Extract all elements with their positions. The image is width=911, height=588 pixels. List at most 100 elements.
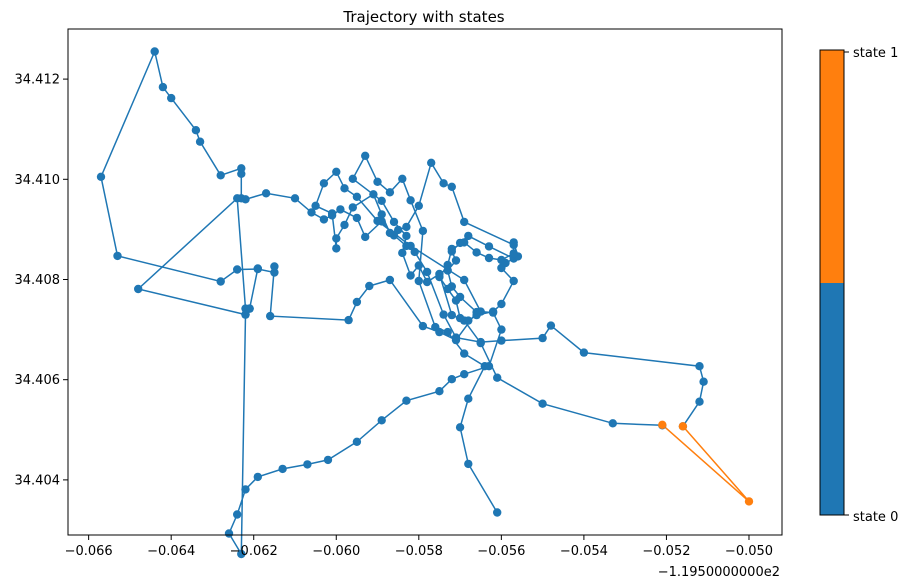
data-point bbox=[361, 232, 370, 242]
data-point bbox=[402, 231, 411, 241]
x-tick-label: −0.064 bbox=[147, 544, 195, 559]
data-point bbox=[497, 325, 506, 334]
data-point bbox=[418, 321, 428, 331]
data-point bbox=[451, 335, 461, 345]
series-line bbox=[248, 268, 259, 309]
data-point bbox=[447, 375, 456, 384]
data-point bbox=[233, 265, 242, 274]
data-point bbox=[134, 284, 143, 294]
colorbar-label-state-1: state 1 bbox=[853, 46, 898, 61]
data-point bbox=[658, 420, 667, 429]
data-point bbox=[406, 241, 415, 251]
data-point bbox=[319, 215, 329, 224]
data-point bbox=[365, 281, 374, 291]
data-point bbox=[113, 251, 122, 261]
data-point bbox=[414, 276, 423, 286]
data-point bbox=[414, 201, 423, 210]
data-point bbox=[455, 313, 465, 323]
data-point bbox=[460, 275, 469, 285]
data-point bbox=[460, 217, 469, 227]
plot-frame bbox=[67, 28, 783, 536]
data-point bbox=[472, 248, 481, 257]
data-point bbox=[373, 177, 382, 186]
x-tick-label: −0.060 bbox=[312, 544, 360, 559]
colorbar-label-state-0: state 0 bbox=[853, 510, 898, 525]
data-point bbox=[340, 184, 349, 193]
data-point bbox=[352, 297, 362, 307]
data-point bbox=[443, 327, 452, 337]
data-point bbox=[484, 253, 494, 263]
data-point bbox=[484, 362, 494, 371]
data-point bbox=[464, 316, 473, 325]
data-point bbox=[410, 247, 419, 257]
data-point bbox=[439, 179, 448, 188]
y-tick-label: 34.410 bbox=[15, 173, 61, 188]
data-point bbox=[216, 277, 225, 286]
data-point bbox=[377, 416, 386, 425]
data-point bbox=[191, 126, 201, 135]
data-point bbox=[493, 373, 502, 382]
x-axis: −0.066 −0.064 −0.062 −0.060 −0.058 −0.056 −0.0… bbox=[65, 535, 773, 559]
data-point bbox=[361, 151, 370, 160]
data-point bbox=[369, 190, 378, 199]
data-point bbox=[447, 182, 456, 191]
data-point bbox=[253, 472, 262, 482]
data-point bbox=[241, 310, 250, 319]
data-point bbox=[464, 459, 473, 469]
y-tick-label: 34.406 bbox=[15, 373, 61, 388]
data-point bbox=[245, 304, 254, 313]
data-point bbox=[435, 272, 444, 282]
data-point bbox=[406, 196, 415, 205]
data-point bbox=[455, 423, 465, 432]
data-point bbox=[167, 93, 176, 103]
data-point bbox=[476, 307, 485, 316]
data-point bbox=[509, 240, 518, 250]
plot-points bbox=[96, 47, 754, 559]
data-point bbox=[464, 231, 473, 241]
data-point bbox=[398, 174, 407, 183]
x-tick-label: −0.058 bbox=[395, 544, 443, 559]
data-point bbox=[699, 377, 708, 386]
data-point bbox=[261, 189, 271, 198]
data-point bbox=[389, 217, 399, 227]
data-point bbox=[224, 529, 234, 538]
data-point bbox=[509, 276, 518, 286]
data-point bbox=[233, 194, 242, 203]
x-tick-label: −0.050 bbox=[725, 544, 773, 559]
y-tick-label: 34.408 bbox=[15, 273, 61, 288]
data-point bbox=[406, 271, 415, 280]
data-point bbox=[278, 464, 287, 474]
data-point bbox=[460, 370, 469, 379]
data-point bbox=[394, 225, 403, 235]
y-tick-label: 34.404 bbox=[15, 473, 61, 488]
data-point bbox=[418, 226, 428, 236]
data-point bbox=[303, 460, 312, 469]
data-point bbox=[352, 437, 362, 446]
data-point bbox=[290, 194, 300, 203]
y-axis: 34.404 34.406 34.408 34.410 34.412 bbox=[15, 73, 68, 488]
data-point bbox=[447, 244, 456, 254]
data-point bbox=[385, 188, 395, 197]
colorbar-frame bbox=[819, 49, 845, 516]
data-point bbox=[435, 327, 444, 337]
data-point bbox=[476, 337, 485, 347]
data-point bbox=[443, 260, 452, 270]
data-point bbox=[402, 222, 411, 232]
data-point bbox=[266, 311, 275, 321]
data-point bbox=[237, 164, 246, 173]
data-point bbox=[150, 47, 159, 56]
data-point bbox=[352, 213, 362, 223]
data-point bbox=[443, 284, 452, 294]
x-offset-label: −1.1950000000e2 bbox=[658, 565, 780, 580]
data-point bbox=[195, 137, 205, 146]
data-point bbox=[332, 234, 341, 243]
data-point bbox=[270, 262, 279, 271]
data-point bbox=[348, 203, 357, 212]
data-point bbox=[385, 275, 395, 285]
data-point bbox=[422, 277, 432, 287]
data-point bbox=[327, 209, 337, 218]
data-point bbox=[695, 362, 704, 371]
data-point bbox=[497, 299, 506, 309]
data-point bbox=[253, 264, 262, 273]
